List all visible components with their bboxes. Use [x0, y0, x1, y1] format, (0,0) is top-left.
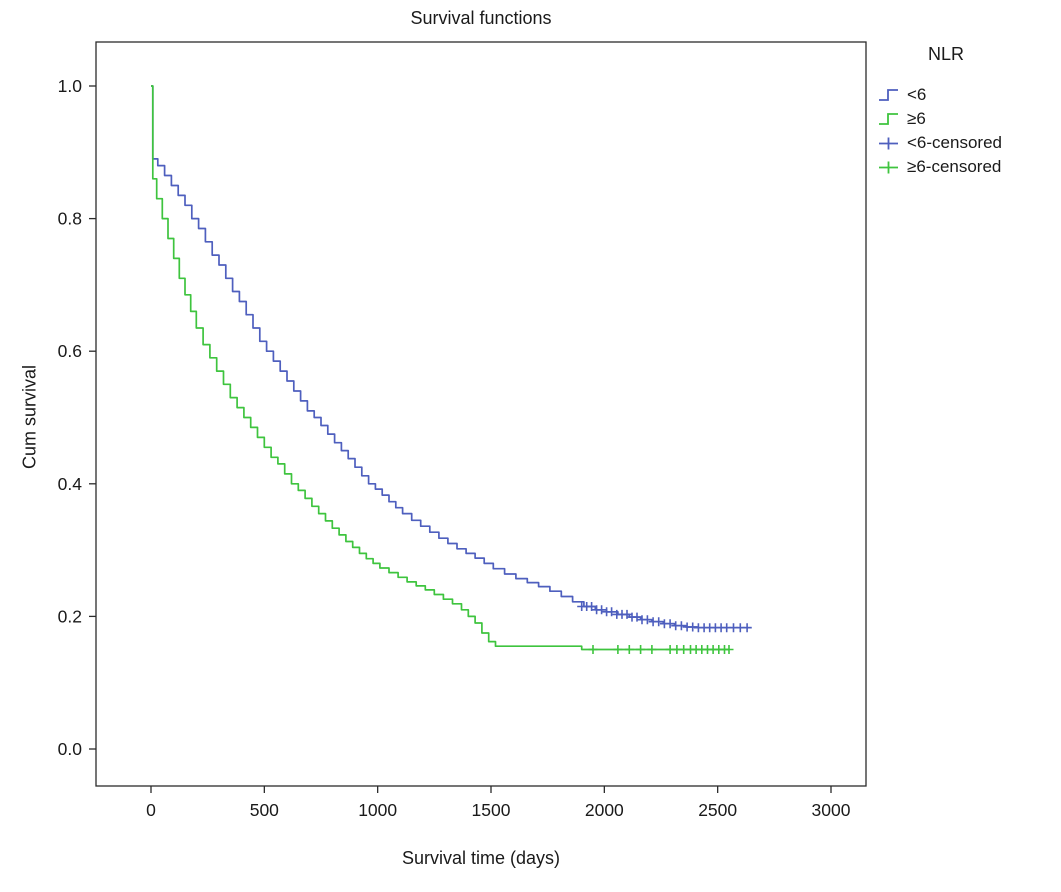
y-tick-label: 0.6	[58, 341, 82, 361]
legend-item-label: ≥6-censored	[907, 157, 1002, 176]
x-tick-label: 2000	[585, 800, 624, 820]
glyph-path	[879, 137, 898, 150]
legend-items: <6 ≥6 <6-censored ≥6-censored	[878, 83, 1058, 179]
censor-mark-1	[613, 645, 623, 654]
censor-mark-1	[636, 645, 646, 654]
y-axis-label: Cum survival	[19, 364, 40, 470]
x-tick-label: 1000	[358, 800, 397, 820]
legend-censored-glyph	[879, 137, 898, 150]
censor-mark-0	[676, 621, 686, 631]
legend-censored-glyph	[879, 161, 898, 174]
censor-mark-1	[588, 645, 598, 654]
legend-title: NLR	[928, 44, 965, 64]
censor-mark-0	[622, 609, 632, 619]
survival-curve-1	[151, 85, 729, 651]
glyph-path	[879, 89, 898, 101]
y-tick-label: 0.0	[58, 739, 83, 759]
legend-item-0: <6	[878, 83, 1058, 107]
glyph-path	[879, 113, 898, 125]
x-tick-label: 2500	[698, 800, 737, 820]
legend-step-line-glyph	[879, 113, 898, 125]
y-tick-label: 0.8	[58, 209, 82, 229]
x-tick-label: 3000	[812, 800, 851, 820]
censor-mark-0	[642, 615, 652, 625]
censor-mark-1	[624, 645, 634, 654]
censor-mark-1	[647, 645, 657, 654]
censor-mark-0	[597, 605, 607, 615]
legend-step-line-glyph	[879, 89, 898, 101]
x-tick-label: 500	[250, 800, 279, 820]
censor-mark-0	[665, 619, 675, 629]
legend-item-label: ≥6	[907, 109, 926, 128]
y-tick-label: 0.4	[58, 474, 83, 494]
x-tick-label: 0	[146, 800, 156, 820]
y-tick-label: 0.2	[58, 606, 82, 626]
y-tick-label: 1.0	[58, 76, 83, 96]
legend-item-label: <6	[907, 85, 927, 104]
legend-item-1: ≥6	[878, 107, 1058, 131]
chart-title: Survival functions	[410, 8, 552, 28]
x-tick-label: 1500	[472, 800, 511, 820]
legend-item-label: <6-censored	[907, 133, 1002, 152]
legend-item-3: ≥6-censored	[878, 155, 1058, 179]
legend-item-2: <6-censored	[878, 131, 1058, 155]
legend: NLR <6 ≥6 <6-censored ≥6-censored	[878, 44, 1058, 179]
censor-mark-0	[587, 602, 597, 611]
x-axis-label: Survival time (days)	[401, 848, 561, 868]
censor-mark-0	[742, 623, 752, 633]
survival-curve-0	[151, 85, 752, 629]
censor-mark-0	[607, 607, 617, 617]
glyph-path	[879, 161, 898, 174]
plot-border	[95, 41, 867, 787]
censor-mark-1	[724, 645, 734, 654]
censor-mark-0	[632, 612, 642, 622]
censor-mark-0	[654, 617, 664, 627]
